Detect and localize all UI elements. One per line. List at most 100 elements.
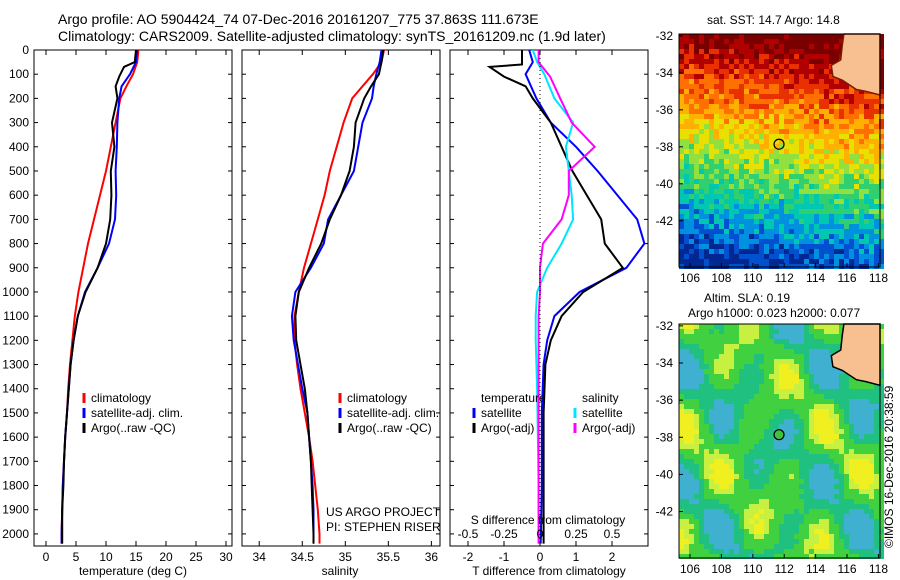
x-tick-label: 35.5 xyxy=(377,550,401,564)
argo-location-marker xyxy=(773,138,785,150)
difference-plot: -2 -1 0 1 2 -0.5 -0.25 0 0.25 0.5 temperature salin… xyxy=(450,49,648,564)
x-tick-label: 106 xyxy=(680,562,700,576)
difference-panel xyxy=(449,49,649,547)
y-tick-label: 1600 xyxy=(2,430,29,444)
y-tick-label: 1200 xyxy=(2,333,29,347)
series-line xyxy=(60,50,139,544)
legend-title-salinity: salinity xyxy=(582,391,619,405)
y-tick-label: -34 xyxy=(656,356,674,370)
series-line xyxy=(60,50,140,544)
sla-map-subtitle: Argo h1000: 0.023 h2000: 0.077 xyxy=(688,306,860,320)
y-tick-label: 1500 xyxy=(2,406,29,420)
x-tick-label: 25 xyxy=(189,550,203,564)
x-tick-label: 116 xyxy=(837,562,856,576)
y-tick-label: 1800 xyxy=(2,479,29,493)
x-tick-label: 114 xyxy=(806,271,825,285)
y-tick-label: 900 xyxy=(9,261,29,275)
x-tick-label: 34.5 xyxy=(291,550,315,564)
series-line xyxy=(524,50,646,544)
y-tick-label: -32 xyxy=(656,319,674,333)
series-line xyxy=(486,50,625,544)
s-tick-label: 0.25 xyxy=(564,527,588,541)
y-tick-label: 1400 xyxy=(2,382,29,396)
y-tick-label: -40 xyxy=(656,467,674,481)
legend-label: Argo(..raw -QC) xyxy=(347,421,432,435)
legend-label: climatology xyxy=(347,391,407,405)
header-line1: Argo profile: AO 5904424_74 07-Dec-2016 … xyxy=(58,11,539,27)
s-tick-label: 0.5 xyxy=(604,527,621,541)
difference-xlabel: T difference from climatology xyxy=(472,564,626,578)
legend-label: satellite xyxy=(481,406,522,420)
y-tick-label: 300 xyxy=(9,116,29,130)
y-tick-label: -42 xyxy=(656,214,674,228)
series-line xyxy=(531,50,575,544)
temperature-panel xyxy=(33,49,233,547)
y-tick-label: 0 xyxy=(22,43,29,57)
s-tick-label: -0.5 xyxy=(458,527,479,541)
y-tick-label: -40 xyxy=(656,177,674,191)
y-tick-label: -32 xyxy=(656,29,674,43)
x-tick-label: 0 xyxy=(537,550,544,564)
y-tick-label: 100 xyxy=(9,67,29,81)
difference-xlabel-top: S difference from climatology xyxy=(471,513,626,527)
salinity-plot: 34 34.5 35 35.5 36 climatologysatellite-adj. … xyxy=(242,49,440,564)
x-tick-label: 116 xyxy=(837,271,856,285)
legend-title-temperature: temperature xyxy=(481,391,546,405)
legend-label: satellite xyxy=(582,406,623,420)
x-tick-label: 1 xyxy=(573,550,580,564)
imos-credit: ©IMOS 16-Dec-2016 20:38:59 xyxy=(882,385,896,548)
x-tick-label: 108 xyxy=(711,271,731,285)
salinity-xlabel: salinity xyxy=(322,564,359,578)
series-line xyxy=(290,50,383,544)
y-tick-label: 1100 xyxy=(3,309,29,323)
x-tick-label: 114 xyxy=(806,562,825,576)
x-tick-label: 110 xyxy=(743,562,762,576)
series-line xyxy=(537,50,597,544)
x-tick-label: 36 xyxy=(425,550,439,564)
y-tick-label: -36 xyxy=(656,393,674,407)
y-tick-label: 1300 xyxy=(2,358,29,372)
legend-label: climatology xyxy=(91,391,151,405)
x-tick-label: 30 xyxy=(219,550,233,564)
x-tick-label: 106 xyxy=(680,271,700,285)
temperature-xlabel: temperature (deg C) xyxy=(79,564,187,578)
x-tick-label: 112 xyxy=(775,562,794,576)
y-tick-label: 1900 xyxy=(2,503,29,517)
y-tick-label: 1700 xyxy=(2,454,29,468)
sla-map: 106 108 110 112 114 116 118 -32 -34 -36 -38 -40 -42 xyxy=(656,319,889,576)
series-line xyxy=(294,50,385,544)
y-tick-label: 200 xyxy=(9,91,29,105)
y-tick-label: 400 xyxy=(9,140,29,154)
y-tick-label: 800 xyxy=(9,237,29,251)
s-tick-label: 0 xyxy=(537,527,544,541)
legend-label: satellite-adj. clim. xyxy=(347,406,439,420)
salinity-panel xyxy=(241,49,441,547)
y-tick-label: 1000 xyxy=(2,285,29,299)
y-tick-label: 500 xyxy=(9,164,29,178)
legend-label: Argo(-adj) xyxy=(582,421,635,435)
x-tick-label: -1 xyxy=(499,550,510,564)
y-tick-label: -38 xyxy=(656,140,674,154)
x-tick-label: 108 xyxy=(711,562,731,576)
sst-map: 106 108 110 112 114 116 118 -32 -34 -36 -38 -40 -42 xyxy=(656,29,889,285)
x-tick-label: 2 xyxy=(609,550,616,564)
sst-map-title: sat. SST: 14.7 Argo: 14.8 xyxy=(707,13,840,27)
series-line xyxy=(61,50,137,544)
y-tick-label: 600 xyxy=(9,188,29,202)
x-tick-label: 110 xyxy=(743,271,762,285)
x-tick-label: 118 xyxy=(869,562,888,576)
series-line xyxy=(293,50,385,544)
project-annotation: US ARGO PROJECT xyxy=(326,505,441,519)
y-tick-label: 2000 xyxy=(2,527,29,541)
argo-location-marker xyxy=(773,429,785,441)
pi-annotation: PI: STEPHEN RISER xyxy=(326,520,441,534)
x-tick-label: 118 xyxy=(869,271,888,285)
y-tick-label: -38 xyxy=(656,430,674,444)
x-tick-label: 34 xyxy=(253,550,267,564)
legend-label: Argo(-adj) xyxy=(481,421,534,435)
x-tick-label: 15 xyxy=(129,550,143,564)
x-tick-label: 5 xyxy=(73,550,80,564)
y-tick-label: -34 xyxy=(656,66,674,80)
legend-label: Argo(..raw -QC) xyxy=(91,421,176,435)
legend-label: satellite-adj. clim. xyxy=(91,406,183,420)
